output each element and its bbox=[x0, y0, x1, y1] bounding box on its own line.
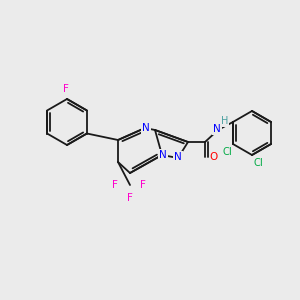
Text: N: N bbox=[213, 124, 221, 134]
Text: O: O bbox=[210, 152, 218, 162]
Text: F: F bbox=[112, 180, 118, 190]
Text: N: N bbox=[174, 152, 182, 162]
Text: N: N bbox=[142, 123, 150, 133]
Text: F: F bbox=[140, 180, 146, 190]
Text: F: F bbox=[63, 84, 69, 94]
Text: Cl: Cl bbox=[253, 158, 263, 168]
Text: Cl: Cl bbox=[222, 147, 232, 157]
Text: N: N bbox=[159, 150, 167, 160]
Text: F: F bbox=[127, 193, 133, 203]
Text: H: H bbox=[221, 116, 229, 126]
